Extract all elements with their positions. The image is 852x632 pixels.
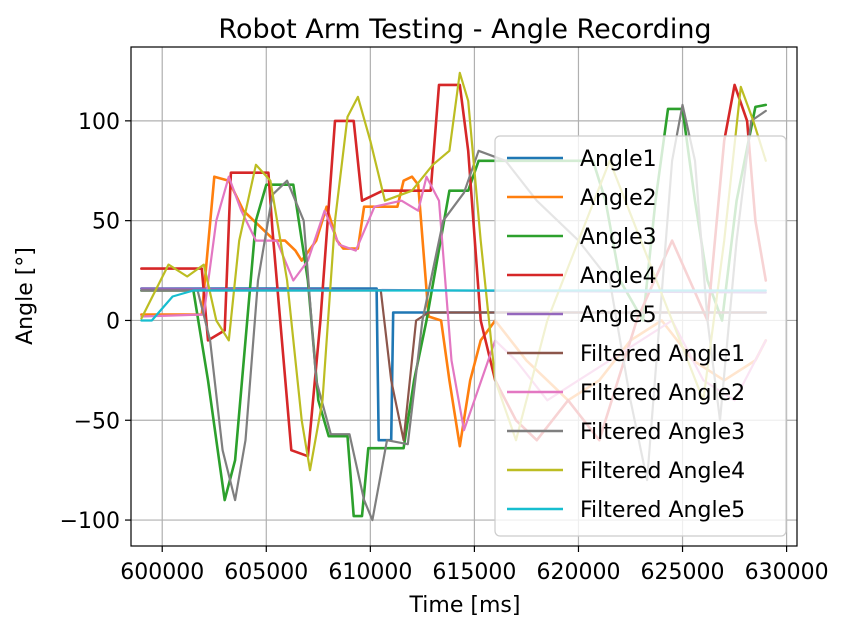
- y-tick-label: 0: [106, 309, 120, 334]
- x-tick-label: 630000: [745, 560, 829, 585]
- legend-label-filtered-angle2: Filtered Angle2: [580, 381, 745, 406]
- x-tick-label: 615000: [432, 560, 516, 585]
- legend-label-angle4: Angle4: [580, 264, 657, 289]
- legend: Angle1 Angle2 Angle3 Angle4 Angle5 Filtered A…: [494, 135, 787, 537]
- legend-label-filtered-angle3: Filtered Angle3: [580, 420, 745, 445]
- x-axis-ticks: 600000 605000 610000 615000 620000 625000 6300…: [120, 546, 829, 585]
- plot-frame: [130, 46, 798, 547]
- x-tick-label: 620000: [536, 560, 620, 585]
- legend-label-angle2: Angle2: [580, 186, 657, 211]
- chart-title: Robot Arm Testing - Angle Recording: [218, 14, 711, 45]
- series-line-filtered-angle3: [140, 103, 767, 522]
- y-tick-label: 100: [78, 110, 120, 135]
- x-tick-label: 600000: [120, 560, 204, 585]
- series-line-angle3: [140, 103, 768, 518]
- legend-label-angle5: Angle5: [580, 303, 657, 328]
- legend-label-filtered-angle1: Filtered Angle1: [580, 342, 745, 367]
- legend-box: [494, 135, 787, 537]
- y-axis-label: Angle [°]: [13, 247, 38, 345]
- legend-label-filtered-angle4: Filtered Angle4: [580, 459, 745, 484]
- y-tick-label: 50: [92, 210, 120, 235]
- x-tick-label: 625000: [641, 560, 725, 585]
- legend-label-filtered-angle5: Filtered Angle5: [580, 498, 745, 523]
- series-line-filtered-angle5: [140, 289, 767, 322]
- legend-label-angle3: Angle3: [580, 225, 657, 250]
- x-tick-label: 605000: [224, 560, 308, 585]
- legend-label-angle1: Angle1: [580, 147, 657, 172]
- x-tick-label: 610000: [328, 560, 412, 585]
- x-axis-label: Time [ms]: [409, 593, 521, 618]
- y-tick-label: −100: [60, 509, 120, 534]
- y-axis-ticks: −100 −50 0 50 100: [60, 110, 131, 534]
- y-tick-label: −50: [74, 409, 120, 434]
